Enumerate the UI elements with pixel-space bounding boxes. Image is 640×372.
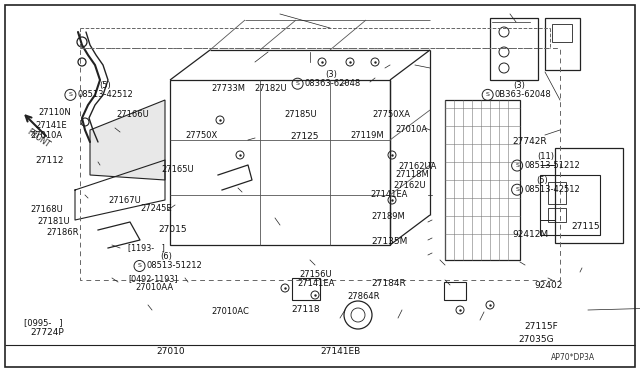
Text: (5): (5)	[536, 176, 548, 185]
Text: 27750X: 27750X	[186, 131, 218, 140]
Text: 27125: 27125	[291, 132, 319, 141]
Text: 27189M: 27189M	[371, 212, 405, 221]
Text: 0B363-62048: 0B363-62048	[495, 90, 552, 99]
Text: 08513-42512: 08513-42512	[524, 185, 580, 194]
Text: 27135M: 27135M	[371, 237, 408, 246]
Text: 27181U: 27181U	[37, 217, 70, 226]
Text: 27186R: 27186R	[46, 228, 79, 237]
Text: 27162UA: 27162UA	[398, 162, 436, 171]
Text: S: S	[296, 81, 300, 86]
Text: 27115F: 27115F	[525, 322, 559, 331]
Text: 27110N: 27110N	[38, 108, 71, 117]
Text: 92402: 92402	[534, 281, 563, 290]
Text: S: S	[515, 163, 519, 168]
Text: 27010AC: 27010AC	[211, 307, 249, 316]
Bar	[555, 148, 623, 243]
Text: 27733M: 27733M	[211, 84, 245, 93]
Text: [1193-   ]: [1193- ]	[128, 243, 165, 252]
Text: 27112: 27112	[35, 156, 64, 165]
Bar	[545, 18, 580, 70]
Text: (3): (3)	[325, 70, 337, 79]
Text: 08363-62048: 08363-62048	[305, 79, 361, 88]
Text: 27724P: 27724P	[31, 328, 65, 337]
Text: [0995-   ]: [0995- ]	[24, 318, 63, 327]
Text: 27119M: 27119M	[351, 131, 385, 140]
Text: 08513-51212: 08513-51212	[524, 161, 580, 170]
Bar	[548, 208, 566, 222]
Text: 27750XA: 27750XA	[372, 110, 410, 119]
Text: 27035G: 27035G	[518, 335, 554, 344]
Text: 27115: 27115	[571, 222, 600, 231]
Text: AP70*DP3A: AP70*DP3A	[551, 353, 595, 362]
Text: 27162U: 27162U	[393, 182, 426, 190]
Text: 27182U: 27182U	[255, 84, 287, 93]
Text: 27118: 27118	[292, 305, 321, 314]
Text: 27742R: 27742R	[512, 137, 547, 146]
Text: 27168U: 27168U	[31, 205, 63, 214]
Text: (3): (3)	[513, 81, 525, 90]
Text: 08513-51212: 08513-51212	[147, 262, 202, 270]
Text: 27141EA: 27141EA	[370, 190, 407, 199]
Bar	[170, 80, 390, 245]
Bar	[292, 278, 320, 300]
Text: 27010A: 27010A	[396, 125, 428, 134]
Text: 27166U: 27166U	[116, 110, 149, 119]
Bar	[444, 282, 466, 300]
Text: 92412M: 92412M	[512, 230, 548, 239]
Bar	[548, 182, 566, 204]
Text: 27185U: 27185U	[284, 110, 317, 119]
Text: (6): (6)	[160, 252, 172, 261]
Text: 27141EB: 27141EB	[320, 347, 360, 356]
Text: 27167U: 27167U	[109, 196, 141, 205]
Polygon shape	[90, 100, 165, 180]
Bar	[445, 100, 520, 260]
Text: 27118M: 27118M	[396, 170, 429, 179]
Text: 27010AA: 27010AA	[136, 283, 174, 292]
Text: 27156U: 27156U	[300, 270, 332, 279]
Text: 27141EA: 27141EA	[297, 279, 334, 288]
Bar	[552, 24, 572, 42]
Bar	[490, 18, 538, 80]
Text: (5): (5)	[99, 81, 111, 90]
Text: S: S	[138, 263, 141, 269]
Text: 27015: 27015	[159, 225, 188, 234]
Text: 08513-42512: 08513-42512	[77, 90, 133, 99]
Bar	[540, 175, 600, 235]
Text: 27165U: 27165U	[161, 165, 194, 174]
Text: S: S	[68, 92, 72, 97]
Text: [0492-1193]: [0492-1193]	[128, 274, 178, 283]
Text: (11): (11)	[538, 152, 555, 161]
Text: 27864R: 27864R	[348, 292, 380, 301]
Text: 27010: 27010	[157, 347, 186, 356]
Text: 27184R: 27184R	[371, 279, 406, 288]
Text: S: S	[486, 92, 490, 97]
Text: 27141E: 27141E	[35, 121, 67, 130]
Text: FRONT: FRONT	[25, 128, 51, 150]
Text: 27010A: 27010A	[31, 131, 63, 140]
Text: 27245E: 27245E	[141, 204, 172, 213]
Text: S: S	[515, 187, 519, 192]
